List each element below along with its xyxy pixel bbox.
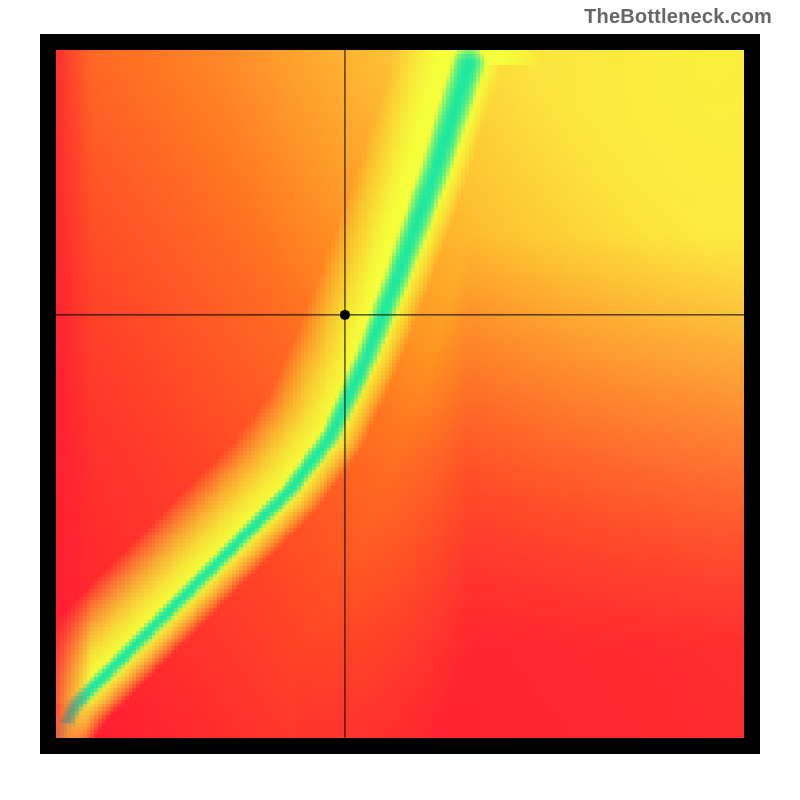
heatmap-canvas [40,34,760,754]
watermark-text: TheBottleneck.com [584,6,772,29]
container: TheBottleneck.com [0,0,800,800]
heatmap-plot [40,34,760,754]
